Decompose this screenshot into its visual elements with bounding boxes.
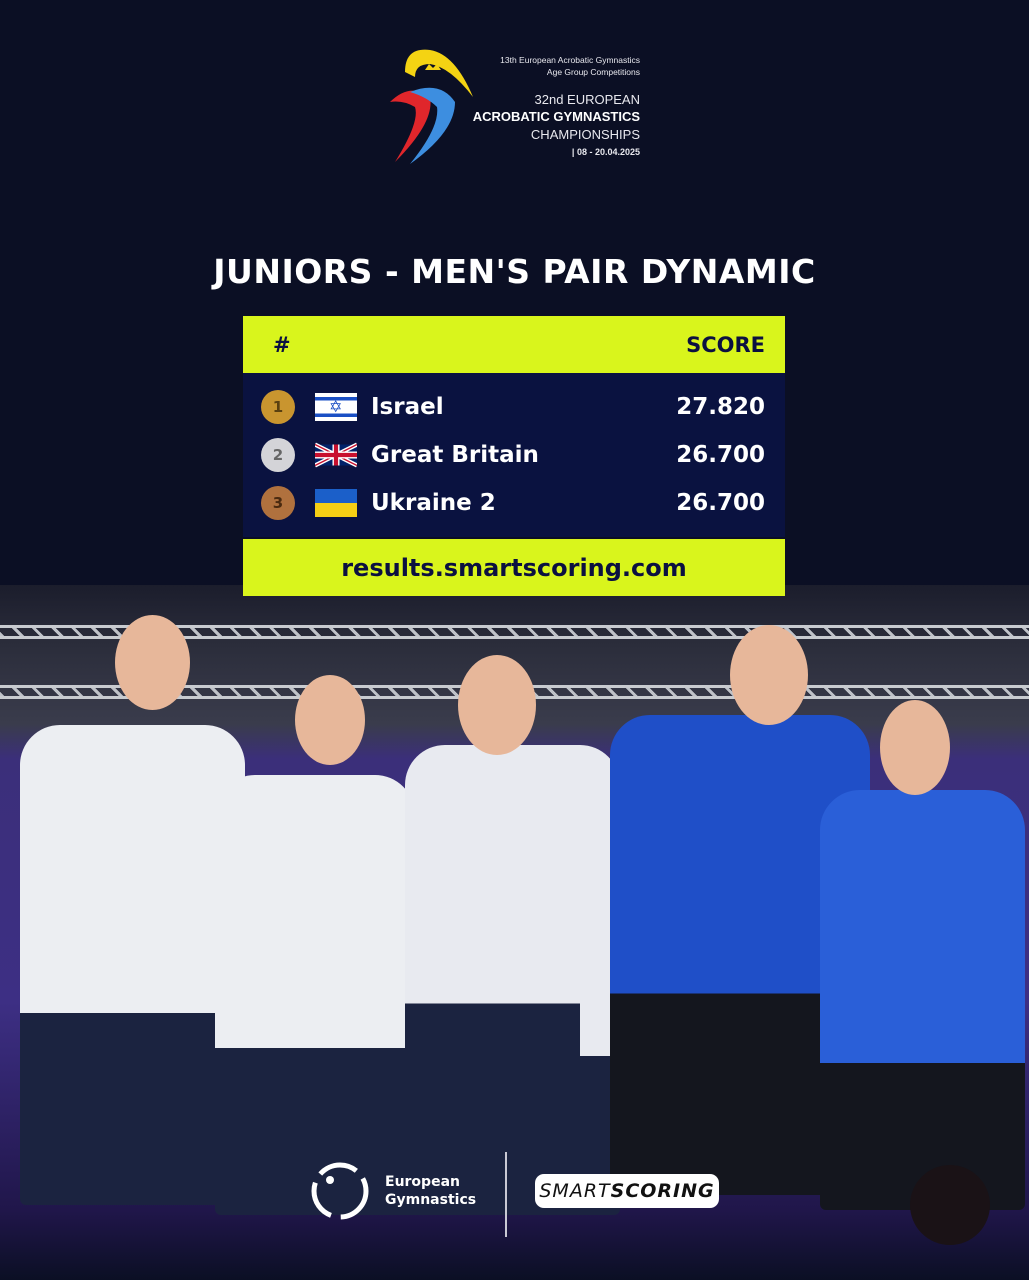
smartscoring-b: SCORING	[610, 1180, 715, 1202]
score: 27.820	[676, 394, 765, 420]
event-dates: | 08 - 20.04.2025	[571, 147, 640, 157]
event-line-2: Age Group Competitions	[546, 67, 640, 77]
bronze-medal-icon: 3	[261, 486, 295, 520]
smartscoring-logo: SMART SCORING	[535, 1174, 719, 1208]
score-column-header: SCORE	[686, 332, 765, 357]
athlete-head	[295, 675, 365, 765]
avatar-overlay	[910, 1165, 990, 1245]
rank-column-header: #	[273, 332, 291, 357]
european-gymnastics-logo-icon	[311, 1162, 369, 1220]
athlete-gbr-2	[215, 775, 415, 1215]
rank: 1	[272, 398, 284, 416]
score: 26.700	[676, 490, 765, 516]
table-row: 1 ✡ Israel 27.820	[243, 383, 785, 431]
country-name: Ukraine 2	[371, 490, 496, 516]
results-table: # SCORE 1 ✡ Israel 27.820 2 Great Britai…	[243, 316, 785, 596]
event-line-4: ACROBATIC GYMNASTICS	[472, 109, 640, 124]
results-url-link[interactable]: results.smartscoring.com	[243, 539, 785, 596]
silver-medal-icon: 2	[261, 438, 295, 472]
footer: European Gymnastics SMART SCORING	[0, 1150, 1029, 1280]
athlete-head	[115, 615, 190, 710]
event-line-1: 13th European Acrobatic Gymnastics	[500, 55, 640, 65]
event-line-5: CHAMPIONSHIPS	[530, 127, 640, 142]
israel-flag-icon: ✡	[315, 393, 357, 421]
eg-line-2: Gymnastics	[385, 1192, 477, 1208]
athlete-head	[880, 700, 950, 795]
athlete-gbr-1	[20, 725, 245, 1205]
athlete-head	[458, 655, 536, 755]
table-row: 3 Ukraine 2 26.700	[243, 479, 785, 527]
divider	[505, 1152, 507, 1237]
ukraine-flag-icon	[315, 489, 357, 517]
athlete-ukr-2	[820, 790, 1025, 1210]
smartscoring-a: SMART	[539, 1180, 611, 1202]
gold-medal-icon: 1	[261, 390, 295, 424]
page-title: JUNIORS - MEN'S PAIR DYNAMIC	[213, 252, 816, 291]
athlete-head	[730, 625, 808, 725]
rank: 3	[272, 494, 284, 512]
country-name: Great Britain	[371, 442, 539, 468]
table-row: 2 Great Britain 26.700	[243, 431, 785, 479]
uk-flag-icon	[315, 442, 357, 468]
championship-logo	[390, 49, 473, 164]
podium-photo	[0, 585, 1029, 1280]
table-header: # SCORE	[243, 316, 785, 373]
european-gymnastics-label: European Gymnastics	[385, 1173, 476, 1209]
event-line-3: 32nd EUROPEAN	[534, 92, 641, 107]
eg-line-1: European	[385, 1174, 460, 1190]
rank: 2	[272, 446, 284, 464]
score: 26.700	[676, 442, 765, 468]
country-name: Israel	[371, 394, 444, 420]
